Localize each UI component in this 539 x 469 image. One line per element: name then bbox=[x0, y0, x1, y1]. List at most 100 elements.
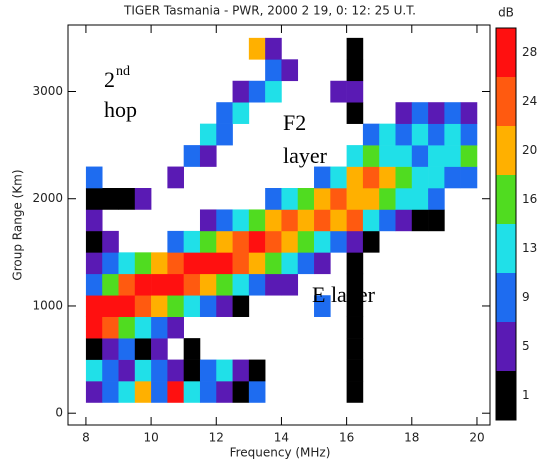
heat-cell bbox=[85, 273, 103, 296]
heat-cell bbox=[102, 295, 119, 317]
heat-cell bbox=[85, 209, 103, 232]
heat-cell bbox=[183, 273, 201, 296]
heat-cell bbox=[314, 252, 331, 275]
heat-cell bbox=[118, 381, 136, 403]
heat-cell bbox=[362, 123, 380, 146]
annotation: 2 bbox=[104, 67, 115, 92]
colorbar-label: 9 bbox=[522, 290, 530, 304]
heat-cell bbox=[444, 102, 461, 124]
heat-cell bbox=[248, 230, 266, 253]
heat-cell bbox=[265, 37, 282, 60]
heat-cell bbox=[265, 230, 282, 253]
heat-cell bbox=[102, 338, 119, 360]
heat-cell bbox=[216, 273, 233, 296]
heat-cell bbox=[102, 381, 119, 403]
heat-cell bbox=[362, 145, 380, 167]
colorbar-segment bbox=[496, 224, 516, 273]
heat-cell bbox=[85, 381, 103, 403]
heat-cell bbox=[330, 209, 347, 232]
heat-cell bbox=[281, 209, 299, 232]
heat-cell bbox=[216, 209, 233, 232]
heat-cell bbox=[314, 295, 331, 317]
heat-cell bbox=[346, 295, 364, 317]
heat-cell bbox=[183, 381, 201, 403]
heat-cell bbox=[248, 80, 266, 103]
heat-cell bbox=[330, 230, 347, 253]
heat-cell bbox=[265, 80, 282, 103]
heat-cell bbox=[85, 338, 103, 360]
colorbar-frame bbox=[495, 27, 517, 421]
heat-cell bbox=[281, 230, 299, 253]
heat-cell bbox=[167, 230, 184, 253]
colorbar-label: 5 bbox=[522, 339, 530, 353]
heat-cell bbox=[444, 166, 461, 189]
heat-cell bbox=[428, 102, 445, 124]
heat-cell bbox=[297, 252, 315, 275]
heat-cell bbox=[346, 209, 364, 232]
heat-cell bbox=[248, 359, 266, 382]
heat-cell bbox=[379, 188, 396, 210]
heat-cell bbox=[411, 123, 429, 146]
heat-cell bbox=[444, 145, 461, 167]
y-tick-label: 0 bbox=[55, 406, 63, 420]
heat-cell bbox=[183, 359, 201, 382]
heat-cell bbox=[118, 338, 136, 360]
y-axis-label: Group Range (Km) bbox=[11, 169, 25, 280]
heat-cell bbox=[314, 188, 331, 210]
heat-cell bbox=[379, 145, 396, 167]
colorbar-segment bbox=[496, 175, 516, 224]
heat-cell bbox=[265, 59, 282, 82]
heat-cell bbox=[167, 252, 184, 275]
heat-cell bbox=[314, 230, 331, 253]
heat-cell bbox=[248, 37, 266, 60]
heat-cell bbox=[248, 381, 266, 403]
heat-cell bbox=[232, 273, 250, 296]
heat-cell bbox=[134, 359, 152, 382]
colorbar-segment bbox=[496, 126, 516, 175]
heat-cell bbox=[346, 188, 364, 210]
heat-cell bbox=[346, 359, 364, 382]
heat-cell bbox=[395, 188, 413, 210]
heat-cell bbox=[379, 123, 396, 146]
annotation: F2 bbox=[283, 110, 306, 135]
heat-cell bbox=[199, 381, 217, 403]
heat-cell bbox=[281, 188, 299, 210]
heat-cell bbox=[346, 273, 364, 296]
heat-cell bbox=[248, 252, 266, 275]
heat-cell bbox=[362, 230, 380, 253]
heat-cell bbox=[167, 295, 184, 317]
heat-cell bbox=[167, 166, 184, 189]
heat-cell bbox=[134, 252, 152, 275]
heat-cell bbox=[183, 145, 201, 167]
heat-cell bbox=[362, 166, 380, 189]
heat-cell bbox=[232, 230, 250, 253]
x-tick-label: 18 bbox=[404, 431, 419, 445]
heat-cell bbox=[216, 123, 233, 146]
heat-cell bbox=[346, 338, 364, 360]
heat-cell bbox=[346, 252, 364, 275]
x-tick-label: 16 bbox=[339, 431, 354, 445]
heat-cell bbox=[134, 295, 152, 317]
heat-cell bbox=[346, 316, 364, 339]
heat-cell bbox=[199, 273, 217, 296]
colorbar-label: 28 bbox=[522, 45, 537, 59]
heat-cell bbox=[167, 381, 184, 403]
heat-cell bbox=[395, 123, 413, 146]
annotation: E layer bbox=[312, 282, 376, 307]
heat-cell bbox=[281, 252, 299, 275]
heat-cell bbox=[362, 209, 380, 232]
heat-cell bbox=[265, 252, 282, 275]
colorbar-label: 1 bbox=[522, 388, 530, 402]
heat-cell bbox=[297, 188, 315, 210]
x-tick-label: 10 bbox=[143, 431, 158, 445]
heat-cell bbox=[199, 230, 217, 253]
heat-cell bbox=[151, 252, 168, 275]
heat-cell bbox=[167, 316, 184, 339]
heat-cell bbox=[151, 359, 168, 382]
heat-cell bbox=[216, 295, 233, 317]
heat-cell bbox=[281, 273, 299, 296]
heat-cell bbox=[102, 230, 119, 253]
heat-cell bbox=[151, 338, 168, 360]
x-axis-label: Frequency (MHz) bbox=[230, 446, 331, 460]
heat-cell bbox=[118, 295, 136, 317]
